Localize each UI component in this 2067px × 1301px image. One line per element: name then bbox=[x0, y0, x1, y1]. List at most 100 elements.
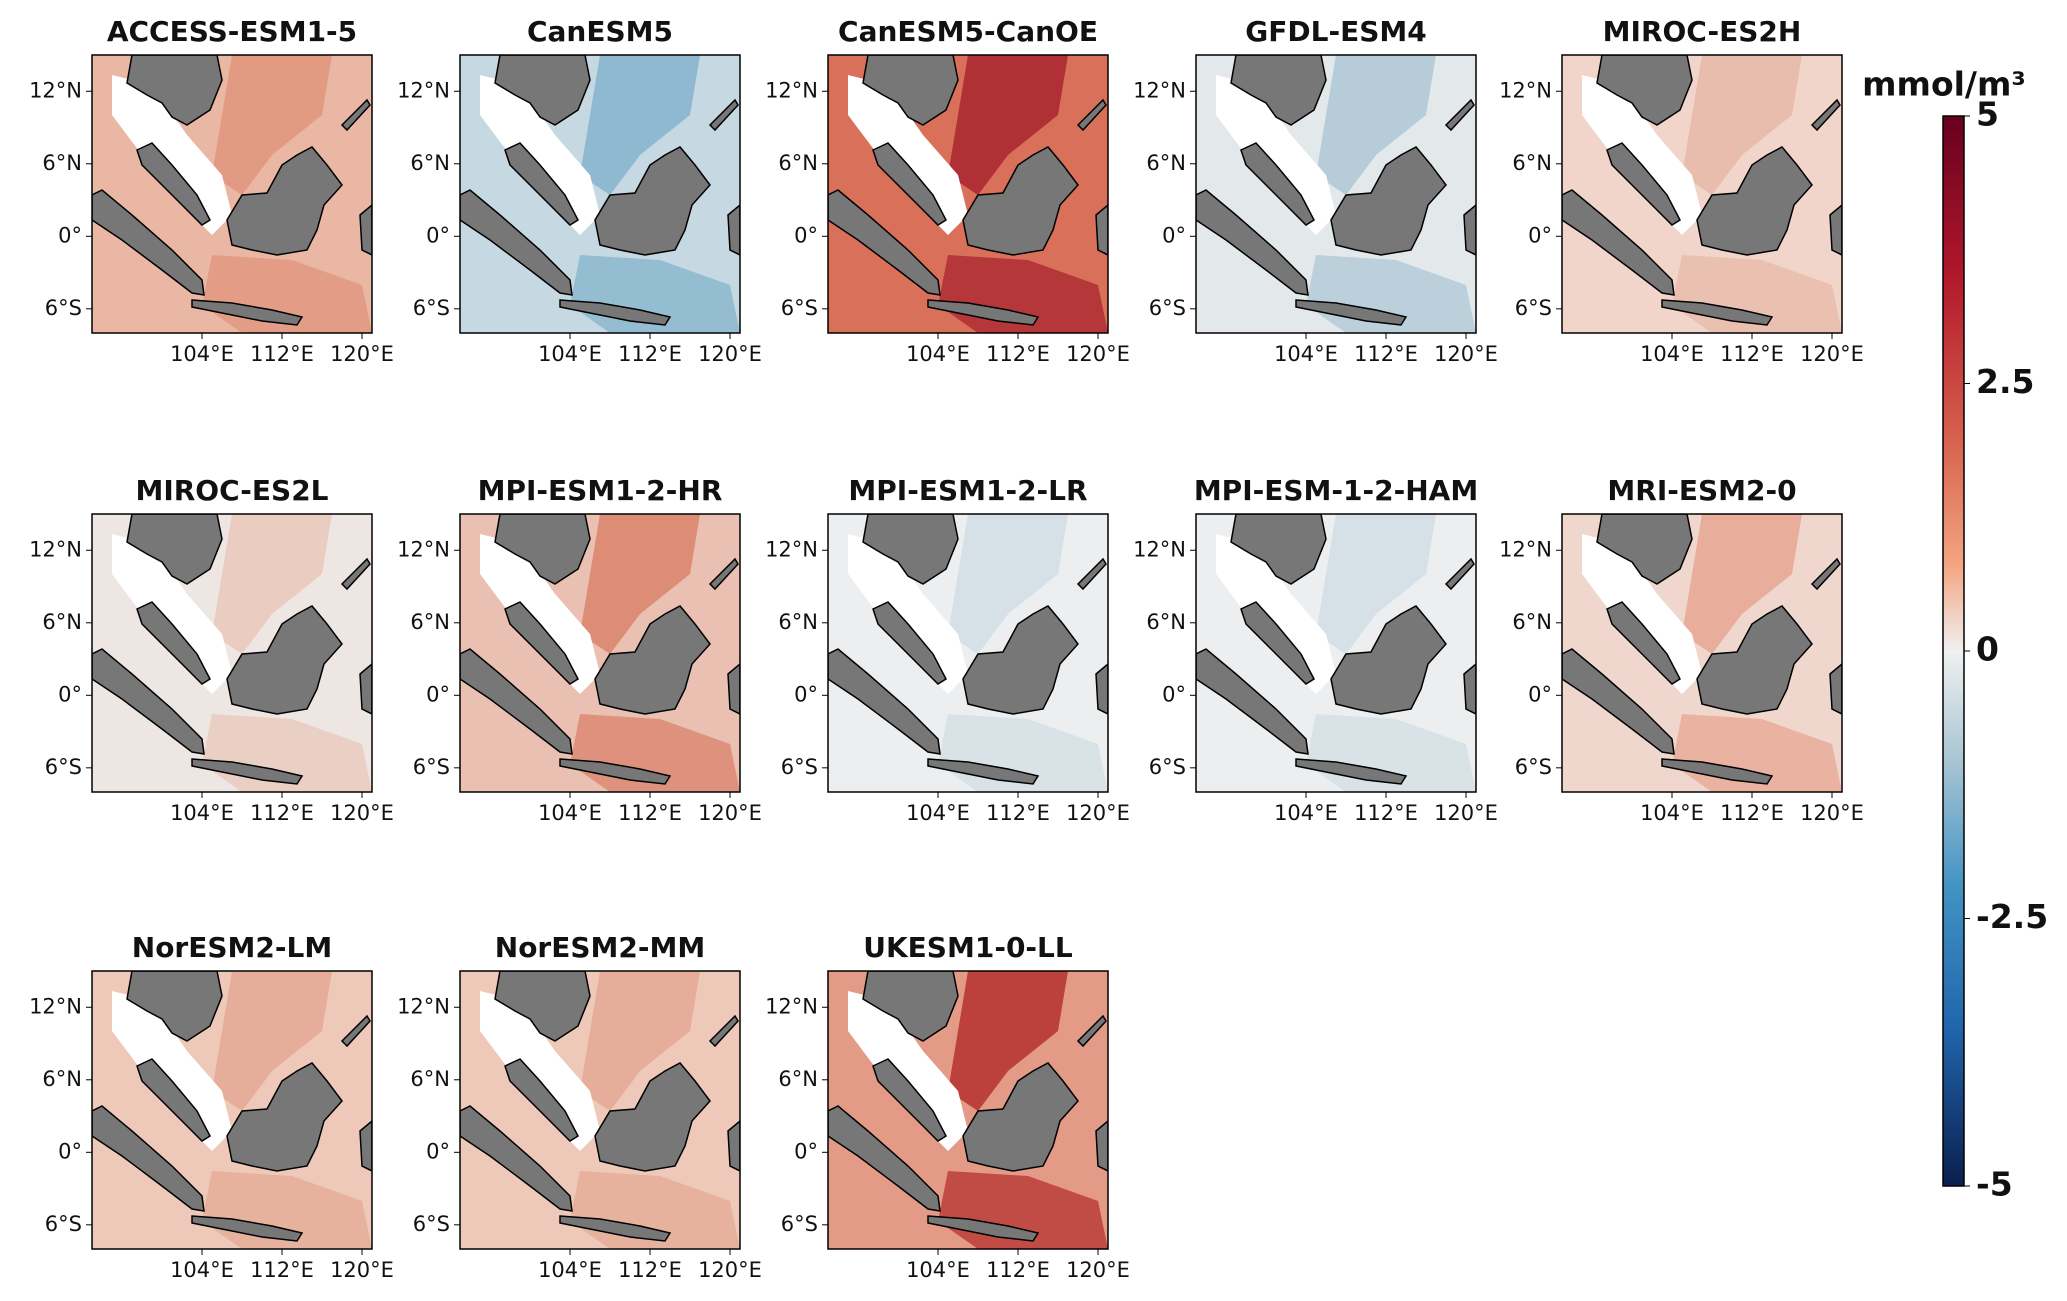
frame bbox=[827, 513, 1109, 793]
map-panel: NorESM2-LM 12°N 6°N 0° 6°S 104°E 112°E 120°E bbox=[29, 931, 394, 1282]
lat-tick-label: 6°N bbox=[1512, 610, 1552, 634]
panel-title: UKESM1-0-LL bbox=[863, 931, 1073, 964]
lat-tick-label: 12°N bbox=[397, 78, 450, 102]
lat-tick-label: 6°N bbox=[1146, 151, 1186, 175]
lon-tick-label: 104°E bbox=[906, 801, 970, 825]
lon-tick-label: 120°E bbox=[330, 1258, 394, 1282]
lat-tick-label: 0° bbox=[426, 682, 450, 706]
missing-data bbox=[480, 75, 600, 235]
missing-data bbox=[1216, 75, 1336, 235]
lat-tick-label: 12°N bbox=[1133, 78, 1186, 102]
lon-tick-label: 104°E bbox=[906, 1258, 970, 1282]
lon-tick-label: 112°E bbox=[250, 342, 314, 366]
lon-tick-label: 112°E bbox=[986, 342, 1050, 366]
lon-tick-label: 120°E bbox=[330, 801, 394, 825]
map-panel: NorESM2-MM 12°N 6°N 0° 6°S 104°E 112°E 120°E bbox=[397, 931, 762, 1282]
colorbar-tick-label: 2.5 bbox=[1976, 362, 2034, 401]
lon-tick-label: 112°E bbox=[618, 801, 682, 825]
missing-data bbox=[1582, 75, 1702, 235]
panel-title: MPI-ESM1-2-LR bbox=[848, 474, 1087, 507]
field-blob bbox=[1682, 514, 1802, 654]
panel-title: NorESM2-MM bbox=[495, 931, 705, 964]
lon-tick-label: 104°E bbox=[1640, 801, 1704, 825]
map-panel: UKESM1-0-LL 12°N 6°N 0° 6°S 104°E 112°E 120°E bbox=[765, 931, 1130, 1282]
missing-data bbox=[1582, 534, 1702, 694]
lon-tick-label: 120°E bbox=[698, 342, 762, 366]
panel-title: MIROC-ES2H bbox=[1603, 15, 1802, 48]
lat-tick-label: 12°N bbox=[397, 994, 450, 1018]
lon-tick-label: 104°E bbox=[906, 342, 970, 366]
field-blob bbox=[212, 55, 332, 195]
lon-tick-label: 120°E bbox=[330, 342, 394, 366]
lat-tick-label: 6°S bbox=[1515, 296, 1552, 320]
field-blob bbox=[948, 971, 1068, 1111]
missing-data bbox=[848, 75, 968, 235]
lat-tick-label: 0° bbox=[1162, 682, 1186, 706]
lon-tick-label: 104°E bbox=[1274, 801, 1338, 825]
lon-tick-label: 120°E bbox=[1066, 342, 1130, 366]
frame bbox=[91, 513, 373, 793]
field-blob bbox=[212, 971, 332, 1111]
lat-tick-label: 6°N bbox=[410, 610, 450, 634]
missing-data bbox=[112, 75, 232, 235]
lat-tick-label: 0° bbox=[794, 223, 818, 247]
lat-tick-label: 6°S bbox=[781, 1212, 818, 1236]
lat-tick-label: 6°S bbox=[1149, 755, 1186, 779]
field-blob bbox=[212, 514, 332, 654]
lon-tick-label: 120°E bbox=[1800, 342, 1864, 366]
lon-tick-label: 120°E bbox=[698, 1258, 762, 1282]
lat-tick-label: 12°N bbox=[1133, 537, 1186, 561]
missing-data bbox=[480, 991, 600, 1151]
lon-tick-label: 120°E bbox=[1434, 342, 1498, 366]
field-blob bbox=[580, 971, 700, 1111]
lat-tick-label: 0° bbox=[58, 223, 82, 247]
frame bbox=[1195, 513, 1477, 793]
lat-tick-label: 0° bbox=[794, 1139, 818, 1163]
missing-data bbox=[1216, 534, 1336, 694]
panel-title: NorESM2-LM bbox=[132, 931, 332, 964]
field-blob bbox=[580, 514, 700, 654]
lon-tick-label: 112°E bbox=[618, 1258, 682, 1282]
field-blob bbox=[580, 55, 700, 195]
lat-tick-label: 6°N bbox=[778, 1067, 818, 1091]
lon-tick-label: 104°E bbox=[170, 342, 234, 366]
map-panel: MIROC-ES2L 12°N 6°N 0° 6°S 104°E 112°E 120°E bbox=[29, 474, 394, 825]
lon-tick-label: 120°E bbox=[1066, 1258, 1130, 1282]
lon-tick-label: 112°E bbox=[1354, 342, 1418, 366]
lat-tick-label: 6°N bbox=[1512, 151, 1552, 175]
frame bbox=[1561, 513, 1843, 793]
lat-tick-label: 0° bbox=[426, 1139, 450, 1163]
lat-tick-label: 12°N bbox=[765, 994, 818, 1018]
field-blob bbox=[948, 55, 1068, 195]
frame bbox=[1195, 54, 1477, 334]
frame bbox=[827, 54, 1109, 334]
map-panel: GFDL-ESM4 12°N 6°N 0° 6°S 104°E 112°E 120°E bbox=[1133, 15, 1498, 366]
frame bbox=[459, 54, 741, 334]
lat-tick-label: 6°S bbox=[413, 296, 450, 320]
lon-tick-label: 104°E bbox=[1640, 342, 1704, 366]
panel-title: MPI-ESM-1-2-HAM bbox=[1194, 474, 1478, 507]
colorbar-tick-label: -5 bbox=[1976, 1165, 2013, 1204]
lat-tick-label: 12°N bbox=[765, 78, 818, 102]
field-blob bbox=[948, 514, 1068, 654]
map-panel: CanESM5 12°N 6°N 0° 6°S 104°E 112°E 120°E bbox=[397, 15, 762, 366]
lat-tick-label: 12°N bbox=[29, 537, 82, 561]
lon-tick-label: 120°E bbox=[1434, 801, 1498, 825]
lat-tick-label: 6°S bbox=[45, 296, 82, 320]
lon-tick-label: 112°E bbox=[250, 1258, 314, 1282]
missing-data bbox=[848, 534, 968, 694]
lat-tick-label: 0° bbox=[426, 223, 450, 247]
field-blob bbox=[1682, 55, 1802, 195]
panel-title: ACCESS-ESM1-5 bbox=[107, 15, 357, 48]
lat-tick-label: 6°N bbox=[42, 1067, 82, 1091]
lat-tick-label: 12°N bbox=[1499, 78, 1552, 102]
lat-tick-label: 6°S bbox=[413, 755, 450, 779]
lon-tick-label: 112°E bbox=[250, 801, 314, 825]
colorbar-label: mmol/m³ bbox=[1862, 65, 2026, 104]
panel-title: GFDL-ESM4 bbox=[1245, 15, 1426, 48]
map-panel: MPI-ESM1-2-HR 12°N 6°N 0° 6°S 104°E 112°E 120°E bbox=[397, 474, 762, 825]
panel-title: MPI-ESM1-2-HR bbox=[478, 474, 723, 507]
missing-data bbox=[112, 991, 232, 1151]
lat-tick-label: 12°N bbox=[29, 994, 82, 1018]
